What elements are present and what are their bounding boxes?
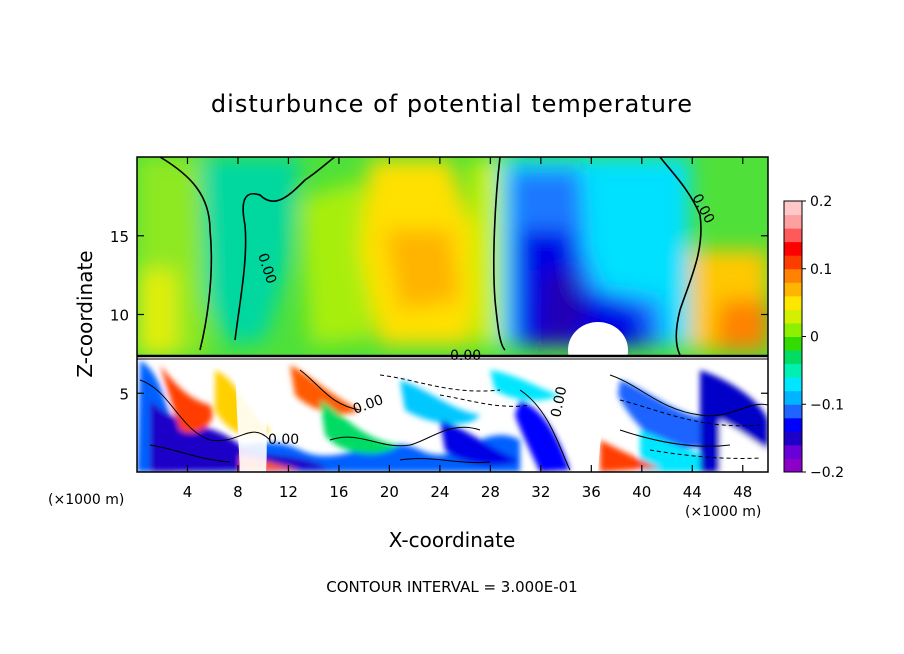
contour-label: 0.00 bbox=[268, 432, 299, 448]
x-unit-right: (×1000 m) bbox=[685, 504, 761, 520]
white-column bbox=[235, 360, 267, 472]
x-tick-label: 24 bbox=[430, 483, 449, 501]
contour-interval-note: CONTOUR INTERVAL = 3.000E-01 bbox=[326, 578, 577, 596]
colorbar-swatch bbox=[784, 458, 802, 473]
x-tick-label: 28 bbox=[481, 483, 500, 501]
colorbar-tick-label: 0.1 bbox=[810, 262, 832, 278]
contour-label: 0.00 bbox=[450, 348, 481, 364]
x-tick-label: 12 bbox=[279, 483, 298, 501]
x-axis: 4 8 12 16 20 24 28 32 36 40 44 48 bbox=[183, 157, 752, 501]
plot-area bbox=[137, 157, 768, 472]
colorbar-swatch bbox=[784, 268, 802, 283]
y-tick-label: 10 bbox=[110, 307, 129, 325]
x-tick-label: 8 bbox=[233, 483, 243, 501]
x-tick-label: 32 bbox=[531, 483, 550, 501]
colorbar-swatch bbox=[784, 350, 802, 365]
x-axis-label: X-coordinate bbox=[389, 528, 516, 552]
colorbar-swatch bbox=[784, 228, 802, 243]
x-tick-label: 36 bbox=[582, 483, 601, 501]
colorbar-tick-label: −0.2 bbox=[810, 465, 844, 481]
colorbar-swatch bbox=[784, 214, 802, 229]
colorbar-swatch bbox=[784, 431, 802, 446]
colorbar bbox=[783, 200, 803, 473]
colorbar-swatch bbox=[784, 417, 802, 432]
colorbar-swatch bbox=[784, 444, 802, 459]
colorbar-swatch bbox=[784, 282, 802, 297]
colorbar-swatch bbox=[784, 241, 802, 256]
colorbar-tick-label: 0 bbox=[810, 330, 819, 346]
white-column bbox=[565, 361, 610, 472]
x-tick-label: 48 bbox=[733, 483, 752, 501]
colorbar-tick-label: 0.2 bbox=[810, 194, 832, 210]
colorbar-swatch bbox=[784, 377, 802, 392]
x-tick-label: 40 bbox=[632, 483, 651, 501]
colorbar-swatch bbox=[784, 295, 802, 310]
y-axis-label: Z-coordinate bbox=[73, 250, 97, 377]
colorbar-ticks: 0.2 0.1 0 −0.1 −0.2 bbox=[802, 194, 844, 481]
colorbar-swatch bbox=[784, 309, 802, 324]
colorbar-swatch bbox=[784, 390, 802, 405]
lower-layer bbox=[137, 356, 768, 472]
colorbar-swatch bbox=[784, 336, 802, 351]
colorbar-swatch bbox=[784, 363, 802, 378]
colorbar-tick-label: −0.1 bbox=[810, 397, 844, 413]
zero-contours bbox=[159, 157, 702, 356]
x-tick-label: 16 bbox=[329, 483, 348, 501]
x-tick-label: 4 bbox=[183, 483, 193, 501]
upper-field bbox=[137, 157, 768, 357]
colorbar-swatch bbox=[784, 201, 802, 216]
y-tick-label: 15 bbox=[110, 228, 129, 246]
x-unit-left: (×1000 m) bbox=[48, 492, 124, 508]
contour-label: 0.00 bbox=[548, 385, 570, 419]
y-axis: 5 10 15 bbox=[110, 228, 768, 403]
chart-title: disturbunce of potential temperature bbox=[211, 90, 693, 118]
y-tick-label: 5 bbox=[119, 385, 129, 403]
x-tick-label: 20 bbox=[380, 483, 399, 501]
x-tick-label: 44 bbox=[683, 483, 702, 501]
colorbar-swatch bbox=[784, 255, 802, 270]
colorbar-swatch bbox=[784, 404, 802, 419]
colorbar-swatch bbox=[784, 322, 802, 337]
